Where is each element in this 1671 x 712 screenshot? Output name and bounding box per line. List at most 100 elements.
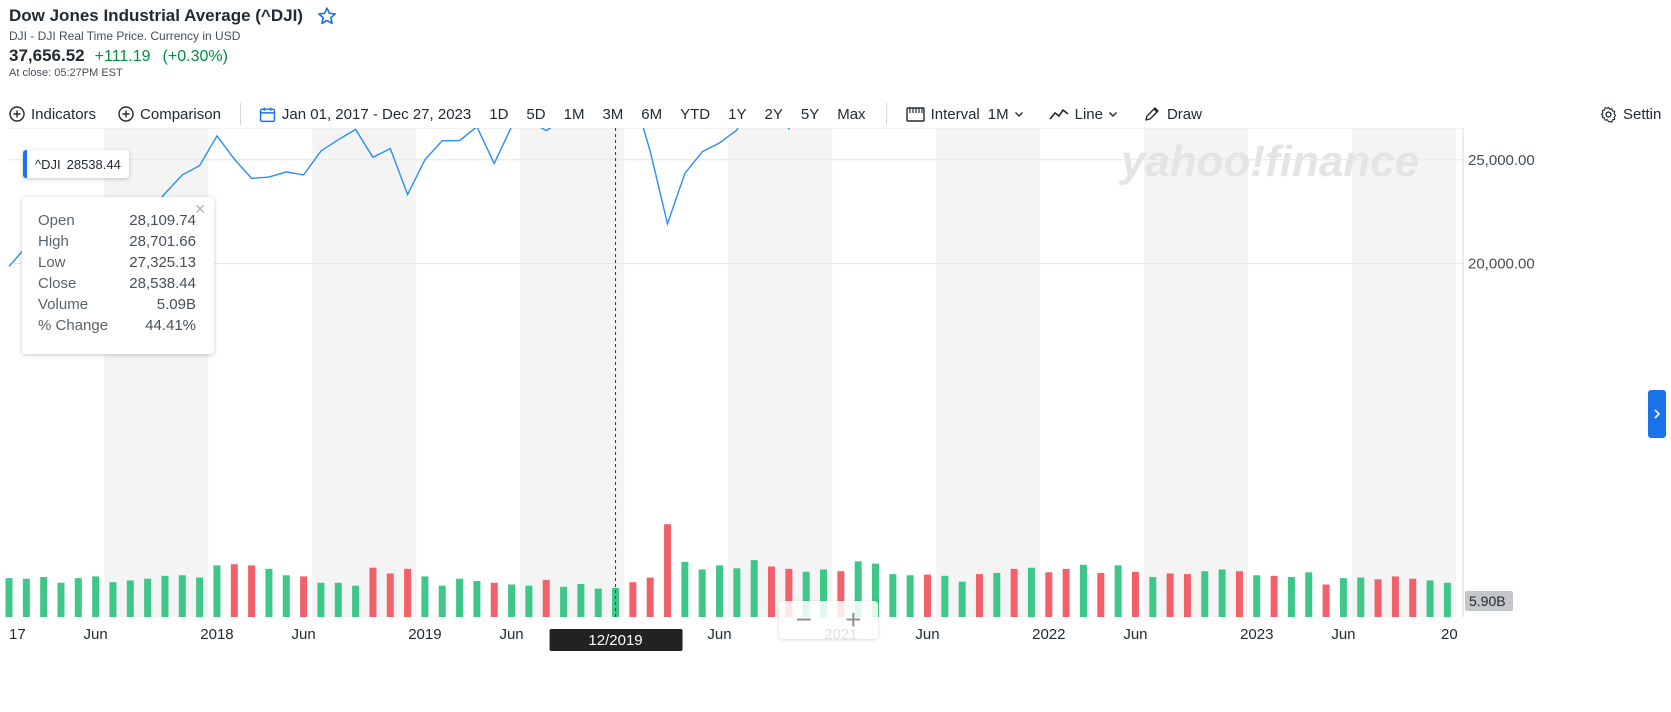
- volume-bar: [92, 576, 100, 617]
- volume-bar: [74, 578, 82, 617]
- range-button-2y[interactable]: 2Y: [764, 105, 783, 123]
- page-title: Dow Jones Industrial Average (^DJI): [9, 6, 303, 25]
- price-change: +111.19: [94, 48, 151, 65]
- legend-symbol: ^DJI: [35, 156, 61, 172]
- volume-bar: [1097, 572, 1105, 617]
- comparison-label: Comparison: [140, 105, 221, 123]
- ohlc-label: High: [38, 233, 69, 250]
- volume-label: 5.90B: [1469, 593, 1506, 609]
- volume-bar: [386, 573, 394, 617]
- range-button-1d[interactable]: 1D: [489, 105, 509, 123]
- volume-bar: [1253, 575, 1261, 617]
- range-button-6m[interactable]: 6M: [641, 105, 663, 123]
- chevron-right-icon: [1654, 409, 1661, 419]
- scroll-right-button[interactable]: [1648, 390, 1666, 438]
- settings-button[interactable]: Settin: [1600, 106, 1661, 123]
- volume-bar: [820, 569, 828, 617]
- volume-bar: [126, 580, 134, 617]
- indicators-label: Indicators: [31, 105, 97, 123]
- star-icon[interactable]: [317, 6, 337, 26]
- volume-bar: [508, 584, 516, 617]
- volume-bar: [646, 577, 654, 617]
- year-band: [936, 128, 1041, 617]
- x-tick-label: 2022: [1032, 626, 1065, 643]
- range-buttons: 1D 5D 1M 3M 6M YTD 1Y 2Y 5Y Max: [471, 106, 865, 123]
- interval-dropdown[interactable]: Interval 1M: [905, 105, 1031, 123]
- volume-bar: [681, 561, 689, 617]
- candle-interval-icon: [905, 106, 925, 122]
- volume-bar: [1339, 578, 1347, 617]
- chevron-down-icon: [1014, 112, 1023, 117]
- year-band: [1144, 128, 1249, 617]
- plus-circle-icon: [9, 106, 25, 122]
- volume-bar: [456, 578, 464, 617]
- volume-bar: [941, 575, 949, 617]
- range-button-1m[interactable]: 1M: [563, 105, 585, 123]
- chart-type-dropdown[interactable]: Line: [1048, 106, 1125, 123]
- ohlc-label: Close: [38, 275, 77, 292]
- volume-bar: [1357, 577, 1365, 617]
- date-range-picker[interactable]: Jan 01, 2017 - Dec 27, 2023: [259, 106, 471, 123]
- volume-bar: [1287, 576, 1295, 617]
- volume-bar: [629, 582, 637, 617]
- range-button-5y[interactable]: 5Y: [800, 105, 820, 123]
- ohlc-row: Volume 5.09B: [38, 294, 196, 315]
- indicators-button[interactable]: Indicators: [9, 106, 96, 123]
- volume-bar: [872, 563, 879, 617]
- zoom-out-button[interactable]: −: [795, 604, 812, 635]
- ohlc-value: 27,325.13: [129, 254, 196, 271]
- calendar-icon: [259, 107, 276, 122]
- interval-label: Interval: [930, 105, 980, 123]
- volume-bar: [594, 588, 602, 617]
- x-tick-label: Jun: [707, 626, 731, 643]
- volume-bar: [213, 565, 221, 617]
- volume-bar: [577, 583, 585, 617]
- volume-bar: [109, 582, 117, 617]
- range-button-ytd[interactable]: YTD: [680, 105, 711, 123]
- close-time: At close: 05:27PM EST: [9, 67, 123, 79]
- range-button-max[interactable]: Max: [837, 105, 866, 123]
- watermark: yahoo!finance: [1119, 137, 1419, 186]
- volume-bar: [906, 575, 914, 617]
- zoom-in-button[interactable]: +: [845, 604, 862, 635]
- volume-bar: [334, 582, 342, 617]
- volume-bar: [993, 572, 1001, 617]
- price-change-percent: (+0.30%): [162, 48, 228, 65]
- volume-bar: [1114, 565, 1122, 617]
- range-button-1y[interactable]: 1Y: [728, 105, 747, 123]
- volume-bar: [1010, 568, 1018, 617]
- year-band: [728, 128, 833, 617]
- volume-bar: [1131, 571, 1139, 617]
- draw-button[interactable]: Draw: [1143, 105, 1202, 123]
- chevron-down-icon: [1108, 112, 1117, 117]
- x-tick-label: Jun: [1331, 626, 1355, 643]
- comparison-button[interactable]: Comparison: [118, 106, 221, 123]
- volume-bar: [1235, 571, 1243, 617]
- volume-bar: [1409, 578, 1417, 617]
- volume-bar: [802, 571, 810, 617]
- volume-bar: [300, 576, 308, 617]
- gear-icon: [1600, 106, 1617, 123]
- ohlc-value: 44.41%: [145, 317, 196, 334]
- year-band: [312, 128, 417, 617]
- volume-bar: [22, 578, 30, 617]
- y-tick-label: 25,000.00: [1468, 152, 1535, 169]
- volume-bar: [542, 579, 550, 617]
- volume-bar: [733, 568, 741, 617]
- x-tick-label: 2019: [408, 626, 441, 643]
- volume-bar: [975, 574, 983, 617]
- volume-bar: [5, 578, 13, 617]
- volume-bar: [196, 577, 204, 617]
- close-icon[interactable]: ✕: [194, 201, 206, 217]
- series-legend[interactable]: ^DJI 28538.44: [23, 150, 129, 178]
- x-tick-label: Jun: [292, 626, 316, 643]
- volume-bar: [1270, 575, 1278, 617]
- range-button-5d[interactable]: 5D: [526, 105, 546, 123]
- x-tick-label: Jun: [915, 626, 939, 643]
- x-tick-label: Jun: [1123, 626, 1147, 643]
- volume-bar: [750, 560, 758, 617]
- volume-bar: [664, 524, 672, 617]
- volume-bar: [1027, 567, 1035, 617]
- volume-bar: [525, 585, 533, 617]
- range-button-3m[interactable]: 3M: [602, 105, 624, 123]
